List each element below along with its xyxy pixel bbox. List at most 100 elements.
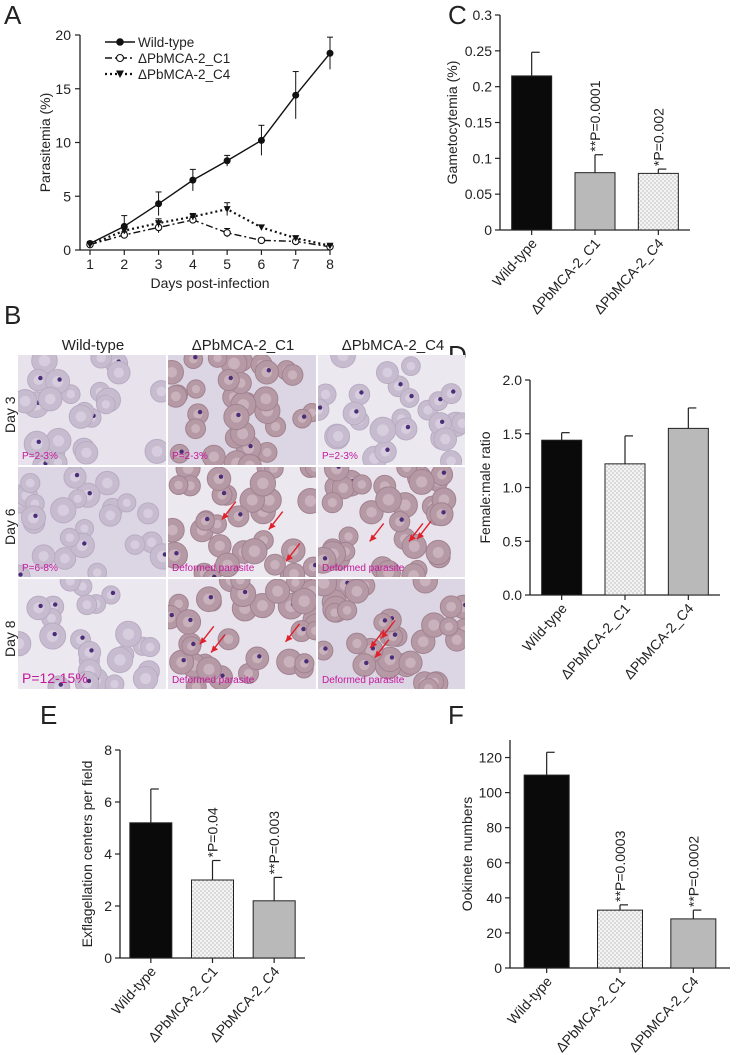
y-tick-label: 8 (104, 742, 112, 758)
x-tick-label: 1 (86, 256, 94, 272)
micrograph-label: P=6-8% (22, 563, 58, 574)
micrograph-label: Deformed parasite (172, 563, 255, 574)
legend-marker (116, 70, 124, 78)
data-point (155, 200, 163, 208)
y-tick-label: 6 (104, 794, 112, 810)
y-axis-label: Parasitemia (%) (37, 93, 53, 193)
significance-label: *P=0.04 (205, 807, 221, 857)
series-line (89, 207, 331, 247)
micrograph-row-header: Day 6 (2, 508, 18, 545)
legend-label: Wild-type (138, 35, 194, 50)
micrograph-column-header: Wild-type (61, 337, 125, 354)
panel-letter-c: C (448, 0, 467, 30)
y-tick-label: 20 (486, 925, 502, 941)
significance-label: **P=0.0001 (587, 80, 603, 151)
x-tick-label: 8 (326, 256, 334, 272)
x-tick-label: 7 (292, 256, 300, 272)
micrograph-image: P=2-3% (318, 355, 465, 467)
y-tick-label: 0.3 (473, 7, 493, 23)
legend-label: ΔPbMCA-2_C1 (138, 51, 230, 66)
data-point (189, 176, 197, 184)
bar (670, 918, 717, 969)
data-point (292, 235, 300, 242)
y-tick-label: 2.0 (503, 372, 523, 388)
bar (604, 463, 646, 596)
significance-label: **P=0.0003 (612, 830, 628, 901)
y-tick-label: 80 (486, 820, 502, 836)
data-point (223, 206, 231, 213)
bar (129, 822, 173, 959)
bar (511, 75, 553, 231)
chart-e-exflagellation: 0 2 4 6 8 Exflagellation centers per field Wil… (79, 742, 305, 1045)
chart-a-parasitemia: 0 5 10 15 20 1 2 3 4 5 6 7 8 Days post-infection Paras… (37, 27, 334, 291)
micrograph-column-header: ΔPbMCA-2_C1 (191, 337, 295, 354)
micrograph-grid: Wild-type ΔPbMCA-2_C1 ΔPbMCA-2_C4 Day 3 Day … (0, 335, 465, 690)
chart-d-female-male-ratio: 0.0 0.5 1.0 1.5 2.0 Female:male ratio Wild-typ… (477, 372, 720, 682)
legend-marker (115, 53, 125, 63)
y-tick-label: 0.05 (465, 186, 492, 202)
micrograph-label: P=12-15% (22, 670, 88, 686)
micrograph-image: P=12-15% (18, 579, 168, 690)
series-line (89, 219, 331, 248)
panel-letter-f: F (448, 700, 464, 730)
y-tick-label: 40 (486, 890, 502, 906)
data-point (257, 224, 265, 231)
y-tick-label: 10 (55, 135, 71, 151)
y-axis-label: Exflagellation centers per field (79, 761, 95, 948)
x-tick-label: ΔPbMCA-2_C4 (626, 973, 702, 1055)
y-axis-label: Gametocytemia (%) (444, 61, 460, 185)
chart-c-gametocytemia: 0 0.05 0.1 0.15 0.2 0.25 0.3 Gametocytemia (%) W… (444, 7, 690, 317)
bar (574, 172, 616, 231)
data-point (257, 136, 265, 144)
blood-smear-drawing (318, 467, 457, 577)
x-tick-label: Wild-type (489, 235, 540, 289)
x-tick-label: 2 (120, 256, 128, 272)
y-tick-label: 20 (55, 27, 71, 43)
significance-label: *P=0.002 (650, 108, 666, 166)
x-tick-label: ΔPbMCA-2_C4 (591, 235, 667, 317)
bar (191, 879, 234, 959)
y-tick-label: 100 (479, 785, 503, 801)
chart-f-ookinete: 0 20 40 60 80 100 120 Ookinete numbers Wild-type… (459, 740, 730, 1055)
x-tick-label: 3 (155, 256, 163, 272)
bar (523, 774, 570, 969)
micrograph-row-header: Day 8 (2, 620, 18, 657)
data-point (223, 157, 231, 165)
y-tick-label: 0.5 (503, 533, 523, 549)
y-tick-label: 0 (494, 960, 502, 976)
micrograph-label: Deformed parasite (322, 675, 405, 686)
micrograph-label: P=2-3% (322, 451, 358, 462)
y-tick-label: 0.0 (503, 587, 523, 603)
micrograph-image: Deformed parasite (318, 579, 465, 690)
y-tick-label: 1.0 (503, 480, 523, 496)
y-tick-label: 4 (104, 846, 112, 862)
micrograph-label: P=2-3% (172, 451, 208, 462)
y-tick-label: 0.15 (465, 115, 492, 131)
y-axis-label: Ookinete numbers (459, 797, 475, 911)
y-tick-label: 15 (55, 81, 71, 97)
series-line (89, 52, 331, 245)
y-tick-label: 0 (484, 222, 492, 238)
blood-smear-drawing (168, 579, 316, 689)
data-point (155, 220, 163, 227)
micrograph-label: Deformed parasite (322, 563, 405, 574)
legend-marker (116, 38, 124, 46)
x-tick-label: 6 (258, 256, 266, 272)
micrograph-image: P=6-8% (18, 467, 168, 579)
micrograph-label: P=2-3% (22, 451, 58, 462)
data-point (120, 227, 128, 235)
micrograph-image: Deformed parasite (168, 467, 318, 579)
blood-smear-drawing (18, 467, 166, 577)
legend-label: ΔPbMCA-2_C4 (138, 67, 231, 82)
data-point (326, 49, 334, 57)
micrograph-image: P=2-3% (168, 355, 318, 467)
y-tick-label: 0.25 (465, 43, 492, 59)
x-tick-label: 5 (223, 256, 231, 272)
blood-smear-drawing (168, 467, 316, 577)
x-tick-label: 4 (189, 256, 197, 272)
x-tick-label: ΔPbMCA-2_C1 (552, 973, 628, 1055)
bar (637, 172, 679, 231)
bar (667, 427, 709, 596)
blood-smear-drawing (168, 355, 316, 465)
blood-smear-drawing (318, 355, 465, 465)
